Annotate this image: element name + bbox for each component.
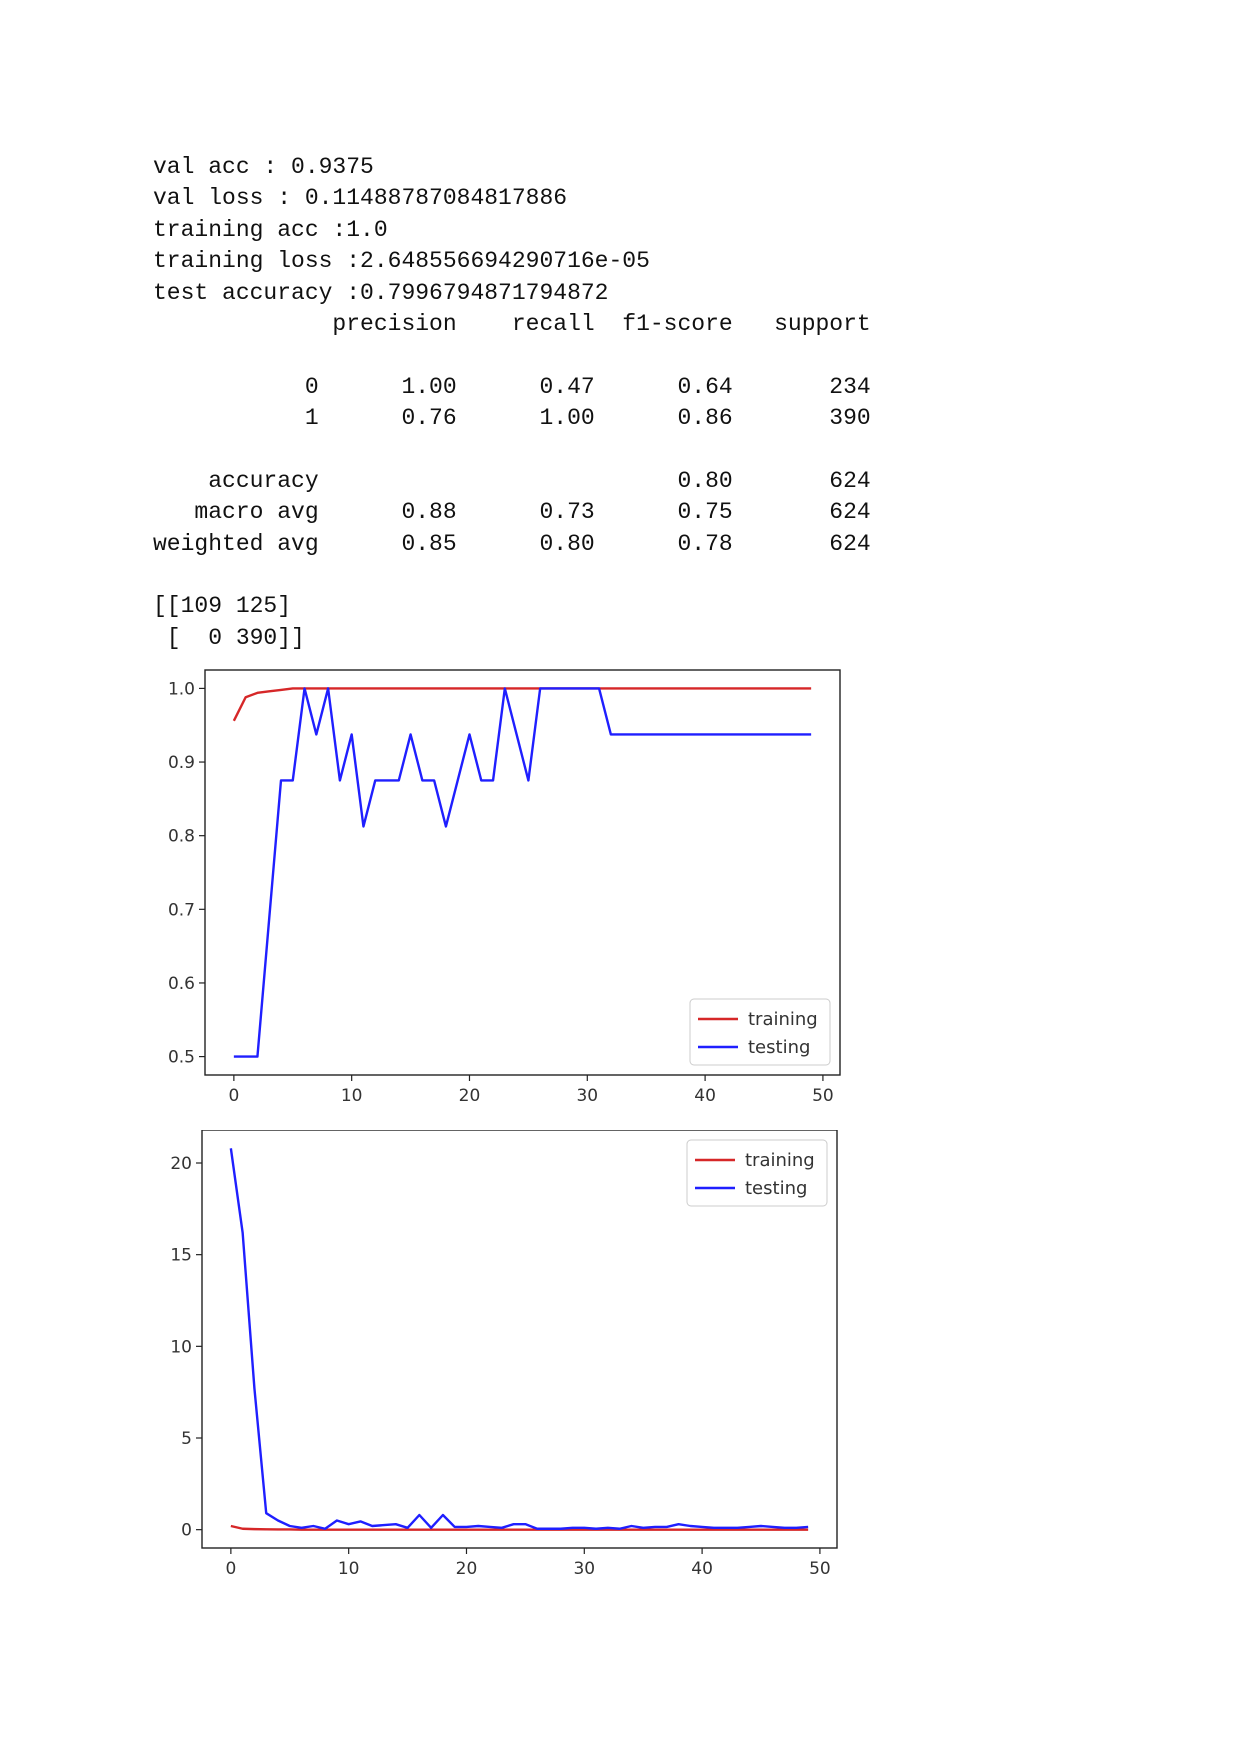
x-tick-label: 10 (338, 1559, 360, 1579)
x-tick-label: 50 (812, 1086, 834, 1106)
stat-line-4: test accuracy :0.7996794871794872 (153, 279, 609, 306)
series-line-testing (229, 1148, 809, 1530)
x-tick-label: 10 (341, 1086, 363, 1106)
stat-line-3: training loss :2.648556694290716e-05 (153, 248, 650, 275)
legend-label-testing: testing (748, 1037, 810, 1058)
x-tick-label: 0 (228, 1086, 239, 1106)
y-tick-label: 10 (170, 1337, 192, 1357)
y-tick-label: 1.0 (168, 679, 195, 699)
confusion-matrix-line-0: [[109 125] (153, 593, 292, 620)
x-tick-label: 20 (456, 1559, 478, 1579)
x-tick-label: 30 (576, 1086, 598, 1106)
series-line-training (230, 1524, 809, 1531)
series-line-training (232, 687, 812, 722)
y-tick-label: 20 (170, 1154, 192, 1174)
series-line-testing (233, 687, 812, 1058)
legend-label-testing: testing (745, 1178, 807, 1199)
y-tick-label: 0.7 (168, 900, 195, 920)
legend: training testing (689, 998, 831, 1066)
report-summary-accuracy: accuracy 0.80 624 (153, 467, 871, 494)
report-header: precision recall f1-score support (153, 310, 871, 337)
report-summary-weighted-avg: weighted avg 0.85 0.80 0.78 624 (153, 530, 871, 557)
accuracy-chart: 0 10 20 30 40 50 0.5 0.6 0.7 0.8 0.9 1.0 training tes… (168, 669, 841, 1106)
legend-label-training: training (748, 1009, 818, 1030)
axes-frame (204, 669, 841, 1076)
y-tick-label: 0.5 (168, 1048, 195, 1068)
y-tick-label: 0.6 (168, 974, 195, 994)
legend-box (686, 1139, 828, 1207)
report-blank (153, 340, 871, 371)
legend-label-training: training (745, 1150, 815, 1171)
report-row-1: 1 0.76 1.00 0.86 390 (153, 405, 871, 432)
report-summary-macro-avg: macro avg 0.88 0.73 0.75 624 (153, 499, 871, 526)
legend-box (689, 998, 831, 1066)
report-blank (153, 435, 871, 466)
y-tick-label: 0.8 (168, 827, 195, 847)
y-tick-label: 0.9 (168, 753, 195, 773)
report-row-0: 0 1.00 0.47 0.64 234 (153, 373, 871, 400)
confusion-matrix-line-1: [ 0 390]] (153, 624, 305, 651)
stat-line-2: training acc :1.0 (153, 216, 388, 243)
x-tick-label: 40 (691, 1559, 713, 1579)
stat-line-0: val acc : 0.9375 (153, 154, 374, 180)
x-tick-label: 30 (573, 1559, 595, 1579)
stat-line-1: val loss : 0.11488787084817886 (153, 185, 568, 212)
console-output: val acc : 0.9375 val loss : 0.11488787084… (153, 152, 871, 654)
y-tick-label: 0 (181, 1521, 192, 1541)
x-tick-label: 0 (225, 1559, 236, 1579)
x-tick-label: 50 (809, 1559, 831, 1579)
x-tick-label: 20 (459, 1086, 481, 1106)
y-tick-label: 5 (181, 1429, 192, 1449)
x-tick-label: 40 (694, 1086, 716, 1106)
y-tick-label: 15 (170, 1246, 192, 1266)
loss-chart: 0 10 20 30 40 50 0 5 10 15 20 training testing (170, 1130, 838, 1579)
report-blank (153, 560, 871, 591)
axes-frame (201, 1130, 838, 1549)
legend: training testing (686, 1139, 828, 1207)
